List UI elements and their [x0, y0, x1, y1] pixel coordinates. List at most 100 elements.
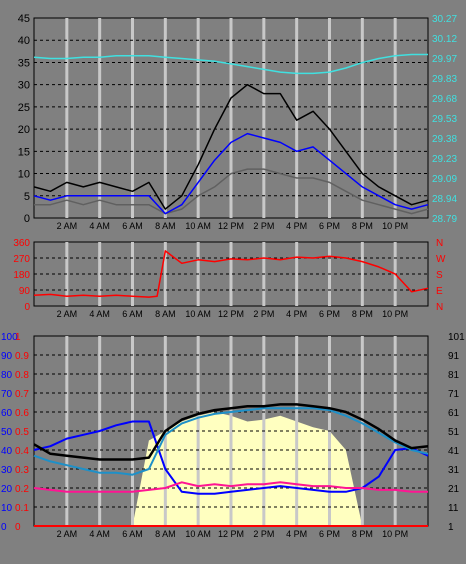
humidity-tick-label: 20 — [1, 484, 13, 495]
temperature-panel-x-tick-label: 10 AM — [185, 529, 211, 539]
temperature-panel-x-tick-label: 10 PM — [382, 529, 408, 539]
barometer-line — [33, 53, 428, 75]
direction-panel-x-tick-label: 12 PM — [218, 309, 244, 319]
wind-panel-x-tick-label: 12 PM — [218, 221, 244, 231]
dew-point-line — [33, 481, 428, 493]
compass-tick-label: S — [436, 270, 443, 281]
rain-tick-label: 0.3 — [15, 465, 29, 476]
humidity-tick-label: 0 — [1, 522, 7, 533]
wind-panel-x-tick-label: 8 AM — [155, 221, 176, 231]
direction-panel-x-tick-label: 2 PM — [253, 309, 274, 319]
humidity-tick-label: 10 — [1, 503, 13, 514]
temperature-panel-x-tick-label: 4 PM — [286, 529, 307, 539]
temperature-tick-label: 31 — [448, 465, 460, 476]
barometer-tick-label: 30.27 — [432, 14, 457, 25]
temperature-tick-label: 71 — [448, 389, 460, 400]
rain-tick-label: 0.9 — [15, 351, 29, 362]
windchill-line — [33, 407, 429, 476]
compass-tick-label: W — [436, 254, 446, 265]
rain-tick-label: 1 — [15, 332, 21, 343]
windspeed-tick-label: 0 — [24, 213, 30, 225]
temperature-panel-x-tick-label: 8 PM — [352, 529, 373, 539]
temperature-tick-label: 101 — [448, 332, 465, 343]
barometer-tick-label: 29.53 — [432, 114, 457, 125]
windspeed-tick-label: 20 — [18, 124, 30, 136]
windspeed-tick-label: 30 — [18, 80, 30, 92]
rain-tick-label: 0.1 — [15, 503, 29, 514]
wind-gust-line — [33, 132, 429, 215]
rain-tick-label: 0.6 — [15, 408, 29, 419]
humidity-tick-label: 60 — [1, 408, 13, 419]
wind-panel-x-tick-label: 2 AM — [57, 221, 78, 231]
direction-panel-x-tick-label: 8 PM — [352, 309, 373, 319]
wind-avg-line — [34, 168, 429, 215]
barometer-tick-label: 29.83 — [432, 74, 457, 85]
windspeed-tick-label: 35 — [18, 57, 30, 69]
wind-panel-x-tick-label: 4 PM — [286, 221, 307, 231]
direction-tick-label: 90 — [19, 286, 31, 297]
rain-tick-label: 0.5 — [15, 427, 29, 438]
windspeed-tick-label: 25 — [18, 102, 30, 114]
compass-tick-label: N — [436, 302, 443, 313]
barometer-tick-label: 29.23 — [432, 154, 457, 165]
humidity-tick-label: 100 — [1, 332, 18, 343]
temperature-tick-label: 11 — [448, 503, 459, 514]
rain-tick-label: 0.4 — [15, 446, 29, 457]
temperature-tick-label: 51 — [448, 427, 460, 438]
windspeed-tick-label: 45 — [18, 13, 30, 25]
rain-tick-label: 0.8 — [15, 370, 29, 381]
compass-tick-label: E — [436, 286, 443, 297]
windspeed-tick-label: 10 — [18, 169, 30, 181]
windspeed-tick-label: 40 — [18, 35, 30, 47]
temperature-tick-label: 81 — [448, 370, 460, 381]
direction-panel-x-tick-label: 6 AM — [122, 309, 143, 319]
humidity-tick-label: 80 — [1, 370, 13, 381]
temperature-tick-label: 41 — [448, 446, 460, 457]
wind-panel-x-tick-label: 8 PM — [352, 221, 373, 231]
wind-panel-x-tick-label: 4 AM — [89, 221, 110, 231]
windspeed-tick-label: 5 — [24, 191, 30, 203]
wind-panel-x-tick-label: 10 AM — [185, 221, 211, 231]
rain-tick-label: 0.2 — [15, 484, 29, 495]
temperature-panel-x-tick-label: 4 AM — [89, 529, 110, 539]
barometer-tick-label: 28.94 — [432, 194, 457, 205]
wind-panel-x-tick-label: 10 PM — [382, 221, 408, 231]
temperature-line — [33, 403, 429, 461]
direction-panel-x-tick-label: 4 PM — [286, 309, 307, 319]
compass-tick-label: N — [436, 238, 443, 249]
barometer-tick-label: 28.79 — [432, 214, 457, 225]
direction-tick-label: 360 — [13, 238, 30, 249]
temperature-panel-x-tick-label: 12 PM — [218, 529, 244, 539]
barometer-tick-label: 29.97 — [432, 54, 457, 65]
humidity-tick-label: 70 — [1, 389, 13, 400]
wind-panel-x-tick-label: 6 AM — [122, 221, 143, 231]
humidity-tick-label: 30 — [1, 465, 13, 476]
rain-tick-label: 0.7 — [15, 389, 29, 400]
temperature-panel-x-tick-label: 6 AM — [122, 529, 143, 539]
direction-panel-x-tick-label: 8 AM — [155, 309, 176, 319]
barometer-tick-label: 29.38 — [432, 134, 457, 145]
direction-tick-label: 0 — [24, 302, 30, 313]
direction-panel-x-tick-label: 6 PM — [319, 309, 340, 319]
barometer-tick-label: 29.09 — [432, 174, 457, 185]
direction-panel-x-tick-label: 2 AM — [57, 309, 78, 319]
temperature-panel-x-tick-label: 2 PM — [253, 529, 274, 539]
temperature-tick-label: 61 — [448, 408, 460, 419]
humidity-tick-label: 40 — [1, 446, 13, 457]
wind-speed-line — [33, 83, 429, 210]
temperature-panel-x-tick-label: 2 AM — [57, 529, 78, 539]
temperature-tick-label: 21 — [448, 484, 460, 495]
direction-panel-x-tick-label: 10 PM — [382, 309, 408, 319]
windspeed-tick-label: 15 — [18, 146, 30, 158]
temperature-panel-x-tick-label: 6 PM — [319, 529, 340, 539]
humidity-tick-label: 50 — [1, 427, 13, 438]
wind-panel-x-tick-label: 2 PM — [253, 221, 274, 231]
temperature-panel-x-tick-label: 8 AM — [155, 529, 176, 539]
direction-tick-label: 180 — [13, 270, 30, 281]
direction-tick-label: 270 — [13, 254, 30, 265]
wind-panel-x-tick-label: 6 PM — [319, 221, 340, 231]
direction-panel-x-tick-label: 4 AM — [89, 309, 110, 319]
temperature-tick-label: 91 — [448, 351, 460, 362]
